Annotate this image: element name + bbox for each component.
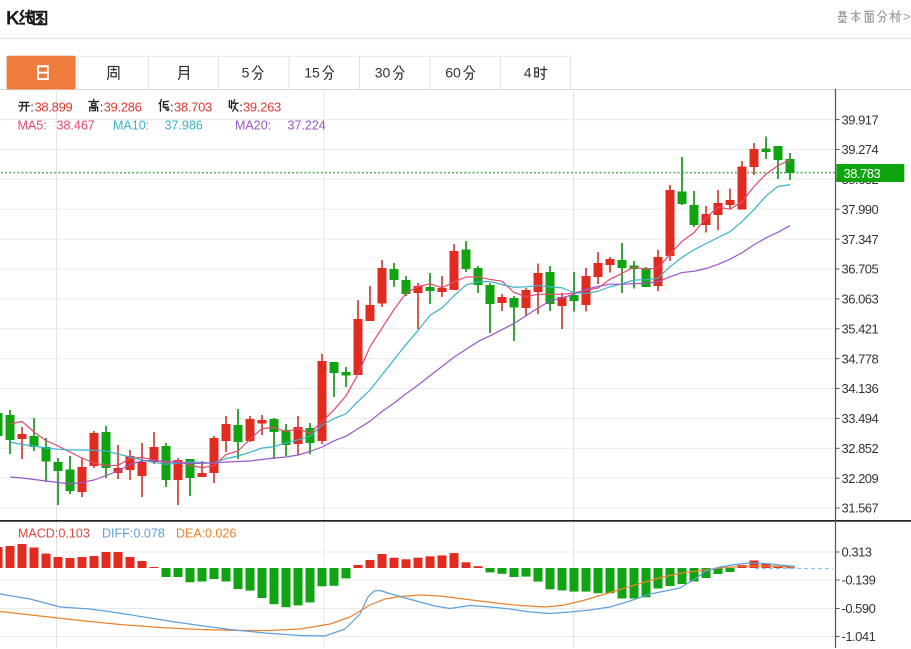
svg-text::: : bbox=[30, 100, 33, 115]
svg-text:MA20:: MA20: bbox=[235, 119, 271, 133]
svg-text:0.078: 0.078 bbox=[134, 527, 165, 541]
svg-text:37.224: 37.224 bbox=[288, 119, 326, 133]
svg-text:39.263: 39.263 bbox=[243, 100, 281, 115]
svg-text:>: > bbox=[903, 9, 911, 24]
svg-text:-0.139: -0.139 bbox=[842, 573, 876, 588]
svg-text:37.990: 37.990 bbox=[842, 202, 879, 217]
svg-text:32.852: 32.852 bbox=[842, 441, 879, 456]
svg-text:33.494: 33.494 bbox=[842, 411, 879, 426]
svg-text:39.286: 39.286 bbox=[104, 100, 142, 115]
svg-text:5: 5 bbox=[242, 65, 250, 81]
svg-text:34.136: 34.136 bbox=[842, 381, 879, 396]
svg-text:39.917: 39.917 bbox=[842, 112, 879, 127]
svg-text:0.026: 0.026 bbox=[205, 527, 236, 541]
svg-text:34.778: 34.778 bbox=[842, 351, 879, 366]
svg-text:30: 30 bbox=[375, 65, 391, 81]
svg-text:35.421: 35.421 bbox=[842, 322, 879, 337]
svg-text:0.103: 0.103 bbox=[59, 527, 90, 541]
svg-text:-0.590: -0.590 bbox=[842, 601, 876, 616]
svg-text:MACD:: MACD: bbox=[18, 527, 58, 541]
svg-text:DEA:: DEA: bbox=[176, 527, 205, 541]
svg-text:39.274: 39.274 bbox=[842, 142, 879, 157]
svg-text:37.986: 37.986 bbox=[165, 119, 203, 133]
svg-text:36.705: 36.705 bbox=[842, 262, 879, 277]
svg-text:38.703: 38.703 bbox=[174, 100, 212, 115]
svg-text:0.313: 0.313 bbox=[842, 545, 872, 560]
svg-text:MA10:: MA10: bbox=[113, 119, 149, 133]
svg-text:DIFF:: DIFF: bbox=[102, 527, 133, 541]
svg-text::: : bbox=[100, 100, 103, 115]
svg-text:38.899: 38.899 bbox=[35, 100, 73, 115]
svg-text::: : bbox=[239, 100, 242, 115]
svg-text:-1.041: -1.041 bbox=[842, 629, 876, 644]
svg-text:38.783: 38.783 bbox=[844, 166, 881, 181]
svg-text:37.347: 37.347 bbox=[842, 232, 879, 247]
svg-text:K: K bbox=[6, 9, 20, 30]
svg-text:31.567: 31.567 bbox=[842, 501, 879, 516]
svg-text:4: 4 bbox=[524, 65, 532, 81]
svg-text:15: 15 bbox=[304, 65, 320, 81]
svg-text:MA5:: MA5: bbox=[18, 119, 47, 133]
svg-text:60: 60 bbox=[445, 65, 461, 81]
svg-text:38.467: 38.467 bbox=[57, 119, 95, 133]
svg-text:36.063: 36.063 bbox=[842, 292, 879, 307]
svg-text:32.209: 32.209 bbox=[842, 471, 879, 486]
svg-text::: : bbox=[170, 100, 173, 115]
